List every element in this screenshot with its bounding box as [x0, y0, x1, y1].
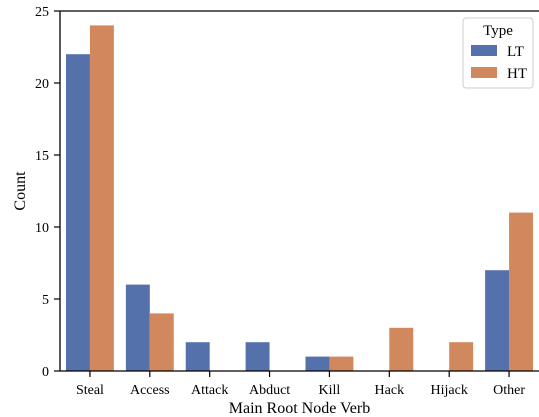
y-tick-label: 0	[42, 365, 49, 380]
bar-hijack-ht	[449, 342, 474, 371]
x-tick-label: Access	[130, 383, 170, 398]
x-tick-label: Attack	[191, 383, 228, 398]
bar-kill-lt	[305, 356, 330, 371]
bar-hack-ht	[389, 327, 414, 371]
bar-access-ht	[149, 313, 174, 371]
bar-access-lt	[125, 284, 150, 371]
bars-group	[65, 25, 534, 372]
bar-attack-lt	[185, 342, 210, 371]
legend-title: Type	[483, 23, 513, 39]
x-tick-label: Other	[493, 383, 525, 398]
bar-abduct-lt	[245, 342, 270, 371]
y-tick-label: 25	[35, 5, 49, 20]
x-tick-label: Hijack	[431, 383, 468, 398]
y-tick-label: 10	[35, 221, 49, 236]
y-ticks-group: 0 5 10 15 20 25	[35, 5, 60, 380]
legend: Type LT HT	[462, 17, 534, 89]
legend-label-lt: LT	[507, 44, 524, 60]
y-tick-label: 5	[42, 293, 49, 308]
legend-swatch-ht	[471, 67, 497, 78]
bar-other-lt	[485, 270, 510, 371]
x-tick-label: Hack	[375, 383, 405, 398]
x-tick-label: Steal	[76, 383, 104, 398]
y-tick-label: 20	[35, 77, 49, 92]
bar-other-ht	[509, 212, 534, 371]
x-tick-label: Abduct	[249, 383, 290, 398]
axes-group	[59, 10, 539, 372]
x-ticks-group: Steal Access Attack Abduct Kill Hack Hijack Oth…	[76, 371, 525, 398]
y-tick-label: 15	[35, 149, 49, 164]
y-axis-label: Count	[12, 171, 29, 211]
bar-kill-ht	[329, 356, 354, 371]
legend-label-ht: HT	[507, 66, 527, 82]
x-tick-label: Kill	[319, 383, 341, 398]
legend-items: LT HT	[471, 44, 527, 82]
x-axis-label: Main Root Node Verb	[229, 400, 370, 417]
legend-swatch-lt	[471, 45, 497, 56]
bar-steal-ht	[89, 25, 114, 372]
bar-steal-lt	[65, 54, 90, 371]
